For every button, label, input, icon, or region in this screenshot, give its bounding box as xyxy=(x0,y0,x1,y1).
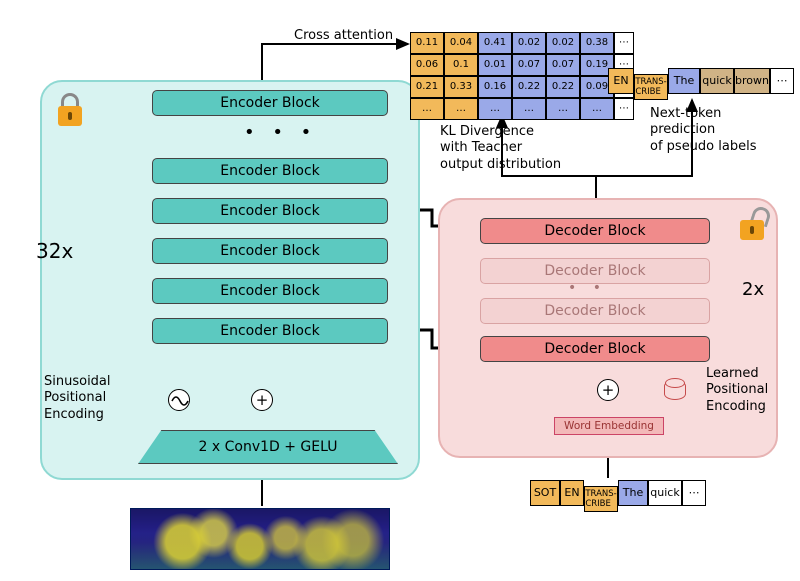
prob-cell: 0.07 xyxy=(546,54,580,76)
token: ⋯ xyxy=(682,480,706,506)
output-token-row: ENTRANS- CRIBEThequickbrown⋯ xyxy=(608,68,794,100)
prob-cell: 0.41 xyxy=(478,32,512,54)
prob-cell: … xyxy=(478,98,512,120)
token: EN xyxy=(608,68,634,94)
prob-cell: … xyxy=(546,98,580,120)
conv-block: 2 x Conv1D + GELU xyxy=(138,430,398,464)
kl-divergence-label: KL Divergence with Teacher output distri… xyxy=(440,124,561,173)
decoder-block: Decoder Block xyxy=(480,218,710,244)
decoder-block-ghost: Decoder Block xyxy=(480,298,710,324)
token: TRANS- CRIBE xyxy=(584,486,618,512)
prob-cell: 0.22 xyxy=(512,76,546,98)
learned-pe-label: Learned Positional Encoding xyxy=(706,366,768,415)
prob-cell: 0.04 xyxy=(444,32,478,54)
token: quick xyxy=(700,68,734,94)
prob-cell: 0.02 xyxy=(512,32,546,54)
prob-cell: 0.02 xyxy=(546,32,580,54)
prob-cell: 0.22 xyxy=(546,76,580,98)
token: TRANS- CRIBE xyxy=(634,74,668,100)
ellipsis-cell: ⋯ xyxy=(614,98,634,120)
prob-cell: 0.07 xyxy=(512,54,546,76)
encoder-block: Encoder Block xyxy=(152,90,388,116)
ellipsis-dots: • • • xyxy=(244,122,317,143)
prob-cell: … xyxy=(580,98,614,120)
add-op-icon: + xyxy=(597,379,619,401)
token: The xyxy=(668,68,700,94)
sinusoidal-pe-label: Sinusoidal Positional Encoding xyxy=(44,374,111,423)
prob-cell: 0.1 xyxy=(444,54,478,76)
token: brown xyxy=(734,68,770,94)
probability-grid: 0.110.040.410.020.020.38⋯0.060.10.010.07… xyxy=(410,32,634,120)
decoder-multiplier: 2x xyxy=(742,278,764,301)
prob-cell: … xyxy=(410,98,444,120)
prob-cell: … xyxy=(512,98,546,120)
sine-icon xyxy=(168,389,190,411)
token: quick xyxy=(648,480,682,506)
prob-cell: 0.21 xyxy=(410,76,444,98)
word-embedding-block: Word Embedding xyxy=(554,417,664,435)
cylinder-icon xyxy=(664,380,686,400)
token: EN xyxy=(560,480,584,506)
prob-cell: 0.11 xyxy=(410,32,444,54)
prob-cell: 0.38 xyxy=(580,32,614,54)
cross-attention-label: Cross attention xyxy=(294,28,393,44)
decoder-block: Decoder Block xyxy=(480,336,710,362)
spectrogram-input xyxy=(130,508,390,570)
prob-cell: 0.16 xyxy=(478,76,512,98)
add-op-icon: + xyxy=(251,389,273,411)
prob-cell: 0.01 xyxy=(478,54,512,76)
prob-cell: … xyxy=(444,98,478,120)
prob-cell: 0.06 xyxy=(410,54,444,76)
prob-cell: 0.33 xyxy=(444,76,478,98)
ellipsis-cell: ⋯ xyxy=(614,32,634,54)
encoder-block: Encoder Block xyxy=(152,278,388,304)
lock-closed-icon xyxy=(58,106,82,126)
next-token-label: Next-token prediction of pseudo labels xyxy=(650,106,756,155)
ellipsis-dots: • • xyxy=(568,280,607,296)
encoder-block: Encoder Block xyxy=(152,198,388,224)
token: SOT xyxy=(530,480,560,506)
token: The xyxy=(618,480,648,506)
encoder-block: Encoder Block xyxy=(152,318,388,344)
token: ⋯ xyxy=(770,68,794,94)
encoder-multiplier: 32x xyxy=(36,238,73,264)
lock-open-icon xyxy=(740,220,764,240)
encoder-block: Encoder Block xyxy=(152,158,388,184)
encoder-block: Encoder Block xyxy=(152,238,388,264)
input-token-row: SOTENTRANS- CRIBEThequick⋯ xyxy=(530,480,706,512)
